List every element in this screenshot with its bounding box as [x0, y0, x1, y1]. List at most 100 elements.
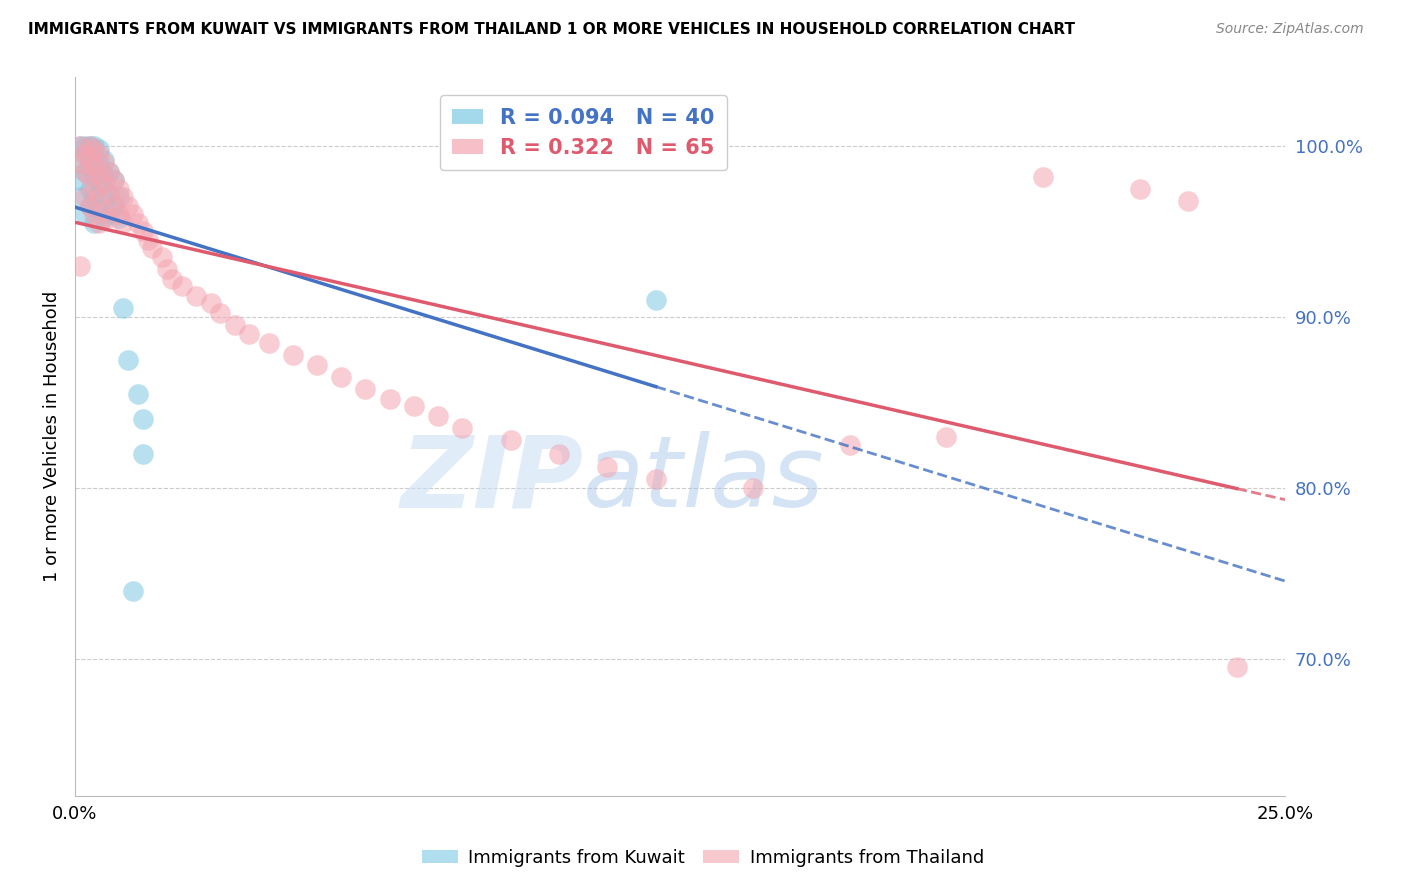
Point: [89, 190, 111, 204]
Point: [103, 199, 125, 213]
Point: [79, 199, 101, 213]
Point: [97, 207, 120, 221]
Point: [127, 216, 149, 230]
Point: [69, 139, 91, 153]
Point: [741, 481, 763, 495]
Point: [127, 387, 149, 401]
Point: [112, 216, 135, 230]
Point: [93, 156, 115, 170]
Point: [103, 199, 125, 213]
Point: [935, 429, 957, 443]
Point: [112, 190, 135, 204]
Point: [209, 306, 232, 320]
Point: [93, 203, 115, 218]
Point: [69, 173, 91, 187]
Point: [117, 352, 139, 367]
Point: [83, 139, 105, 153]
Point: [83, 142, 105, 156]
Point: [83, 207, 105, 221]
Point: [93, 190, 115, 204]
Point: [83, 151, 105, 165]
Point: [89, 216, 111, 230]
Point: [257, 335, 280, 350]
Point: [89, 203, 111, 218]
Point: [69, 259, 91, 273]
Point: [305, 358, 328, 372]
Point: [354, 382, 377, 396]
Point: [83, 169, 105, 184]
Point: [132, 412, 155, 426]
Point: [136, 233, 159, 247]
Point: [79, 139, 101, 153]
Y-axis label: 1 or more Vehicles in Household: 1 or more Vehicles in Household: [44, 291, 60, 582]
Point: [122, 207, 145, 221]
Point: [160, 272, 183, 286]
Point: [451, 421, 474, 435]
Point: [402, 399, 425, 413]
Point: [79, 160, 101, 174]
Point: [1032, 169, 1054, 184]
Point: [97, 186, 120, 201]
Point: [107, 181, 129, 195]
Point: [83, 216, 105, 230]
Legend: R = 0.094   N = 40, R = 0.322   N = 65: R = 0.094 N = 40, R = 0.322 N = 65: [440, 95, 727, 170]
Point: [132, 447, 155, 461]
Point: [1226, 660, 1249, 674]
Point: [427, 409, 450, 423]
Point: [103, 173, 125, 187]
Point: [93, 211, 115, 225]
Point: [97, 186, 120, 201]
Point: [97, 164, 120, 178]
Point: [596, 460, 619, 475]
Point: [200, 296, 222, 310]
Text: IMMIGRANTS FROM KUWAIT VS IMMIGRANTS FROM THAILAND 1 OR MORE VEHICLES IN HOUSEHO: IMMIGRANTS FROM KUWAIT VS IMMIGRANTS FRO…: [28, 22, 1076, 37]
Point: [141, 242, 163, 256]
Point: [170, 279, 193, 293]
Point: [69, 139, 91, 153]
Point: [93, 177, 115, 191]
Text: Source: ZipAtlas.com: Source: ZipAtlas.com: [1216, 22, 1364, 37]
Point: [89, 147, 111, 161]
Point: [73, 207, 96, 221]
Point: [224, 318, 246, 333]
Point: [132, 224, 155, 238]
Point: [117, 199, 139, 213]
Point: [73, 147, 96, 161]
Point: [73, 139, 96, 153]
Point: [79, 181, 101, 195]
Point: [644, 293, 666, 307]
Point: [238, 326, 260, 341]
Point: [281, 347, 304, 361]
Point: [378, 392, 401, 406]
Point: [644, 472, 666, 486]
Point: [97, 211, 120, 225]
Point: [97, 164, 120, 178]
Point: [93, 168, 115, 182]
Point: [89, 156, 111, 170]
Point: [93, 153, 115, 167]
Point: [330, 369, 353, 384]
Point: [69, 190, 91, 204]
Point: [79, 147, 101, 161]
Point: [83, 190, 105, 204]
Point: [107, 190, 129, 204]
Point: [156, 262, 179, 277]
Point: [89, 168, 111, 182]
Point: [89, 177, 111, 191]
Point: [79, 139, 101, 153]
Legend: Immigrants from Kuwait, Immigrants from Thailand: Immigrants from Kuwait, Immigrants from …: [415, 842, 991, 874]
Point: [83, 160, 105, 174]
Point: [79, 199, 101, 213]
Point: [69, 156, 91, 170]
Point: [1129, 181, 1152, 195]
Point: [548, 447, 571, 461]
Point: [79, 169, 101, 184]
Point: [112, 301, 135, 316]
Point: [73, 164, 96, 178]
Point: [838, 438, 860, 452]
Point: [89, 142, 111, 156]
Point: [122, 583, 145, 598]
Point: [1177, 194, 1199, 208]
Point: [79, 151, 101, 165]
Point: [103, 173, 125, 187]
